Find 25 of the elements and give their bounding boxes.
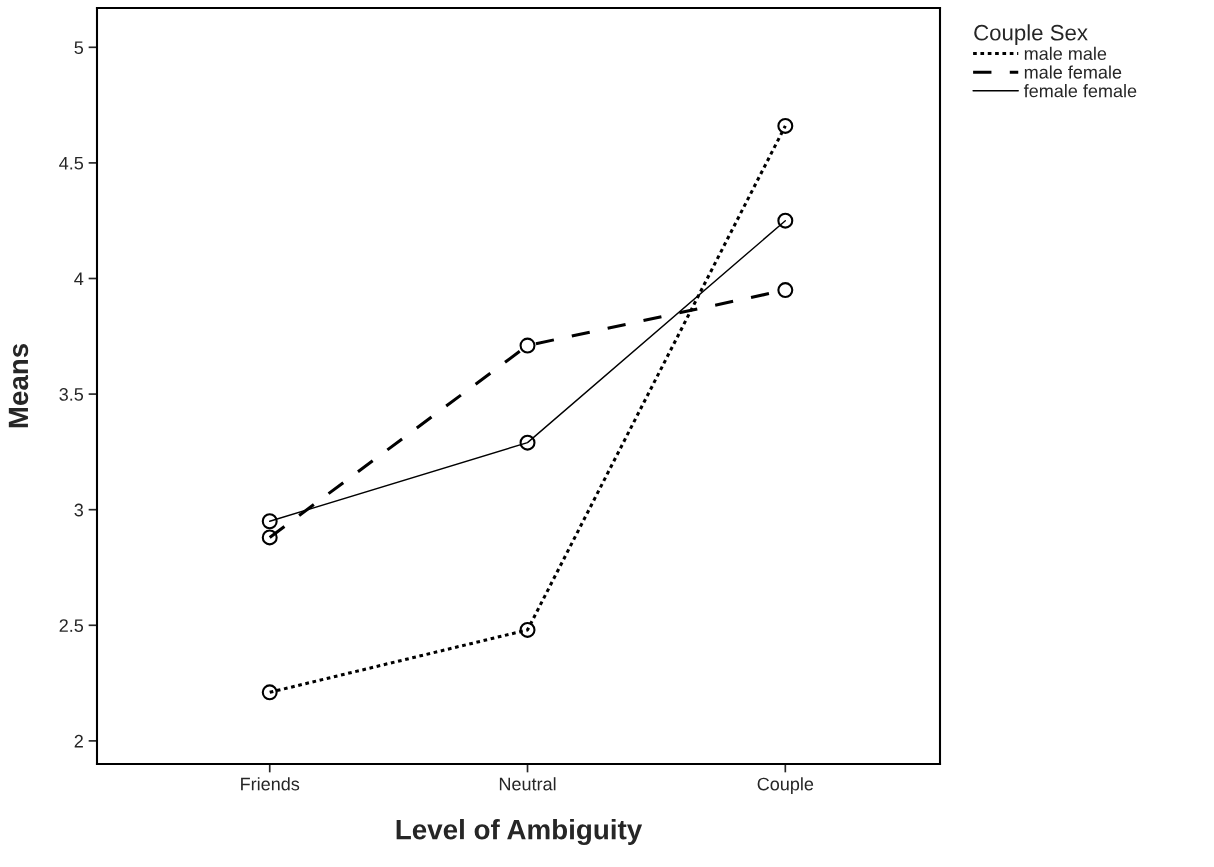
y-tick-label: 3.5 — [59, 388, 84, 401]
point — [519, 337, 536, 354]
x-tick-label: Couple — [757, 777, 814, 795]
y-tick-label: 5 — [74, 41, 84, 55]
y-tick-label: 3 — [74, 503, 84, 517]
x-axis-title: Level of Ambiguity — [396, 819, 643, 846]
y-tick-label: 4.5 — [59, 157, 84, 170]
y-axis-title: Means — [8, 343, 29, 428]
point — [261, 513, 278, 530]
x-tick-label: Neutral — [499, 777, 556, 791]
y-tick-label: 2 — [74, 734, 83, 748]
legend-title: Couple Sex — [974, 24, 1088, 45]
point — [261, 529, 278, 546]
x-tick-label: Friends — [241, 777, 300, 791]
legend-label: male female — [1024, 65, 1122, 79]
y-tick-label: 2.5 — [59, 619, 84, 632]
legend-label: male male — [1024, 46, 1107, 61]
point — [519, 434, 536, 451]
y-tick-label: 4 — [74, 272, 84, 286]
point — [519, 621, 536, 638]
legend-label: female female — [1023, 84, 1137, 98]
point — [777, 282, 794, 299]
point — [777, 212, 794, 229]
point — [261, 684, 278, 701]
point — [777, 117, 794, 134]
